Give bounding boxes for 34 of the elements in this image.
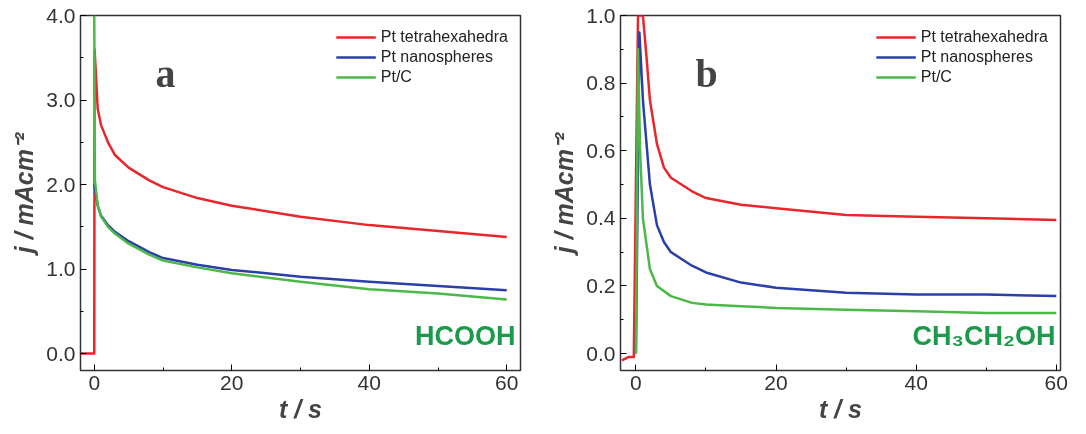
y-tick-label: 0.0 bbox=[586, 341, 616, 365]
legend-label: Pt/C bbox=[920, 68, 952, 86]
x-tick-label: 40 bbox=[357, 370, 381, 394]
x-axis-title: t / s bbox=[818, 394, 863, 423]
annotation: CH₃CH₂OH bbox=[912, 320, 1056, 351]
y-tick-label: 0.4 bbox=[586, 206, 616, 230]
line-series bbox=[93, 15, 508, 301]
y-tick-label: 0.2 bbox=[586, 273, 616, 297]
y-axis-title: j / mAcm⁻² bbox=[10, 132, 39, 257]
x-axis-title: t / s bbox=[278, 394, 323, 423]
y-axis-title: j / mAcm⁻² bbox=[550, 132, 579, 257]
x-tick-label: 20 bbox=[764, 370, 788, 394]
y-tick-label: 2.0 bbox=[46, 172, 76, 196]
y-tick-label: 1.0 bbox=[46, 257, 76, 281]
y-tick-label: 1.0 bbox=[586, 3, 616, 27]
annotation: a bbox=[155, 50, 176, 96]
legend-label: Pt tetrahexahedra bbox=[920, 28, 1048, 46]
y-tick-label: 0.8 bbox=[586, 71, 616, 95]
x-tick-label: 40 bbox=[904, 370, 928, 394]
y-tick-label: 4.0 bbox=[46, 3, 76, 27]
x-tick-label: 0 bbox=[630, 370, 642, 394]
x-tick-label: 0 bbox=[88, 370, 101, 394]
legend-label: Pt/C bbox=[380, 68, 412, 86]
x-tick-label: 60 bbox=[495, 370, 519, 394]
annotation: HCOOH bbox=[415, 320, 516, 351]
legend-label: Pt nanospheres bbox=[380, 48, 493, 66]
legend-label: Pt nanospheres bbox=[920, 48, 1033, 66]
y-tick-label: 0.6 bbox=[586, 138, 616, 162]
legend-label: Pt tetrahexahedra bbox=[380, 28, 508, 46]
y-tick-label: 0.0 bbox=[46, 341, 76, 365]
x-tick-label: 20 bbox=[220, 370, 244, 394]
x-tick-label: 60 bbox=[1044, 370, 1068, 394]
y-tick-label: 3.0 bbox=[46, 88, 76, 112]
annotation: b bbox=[695, 50, 718, 96]
